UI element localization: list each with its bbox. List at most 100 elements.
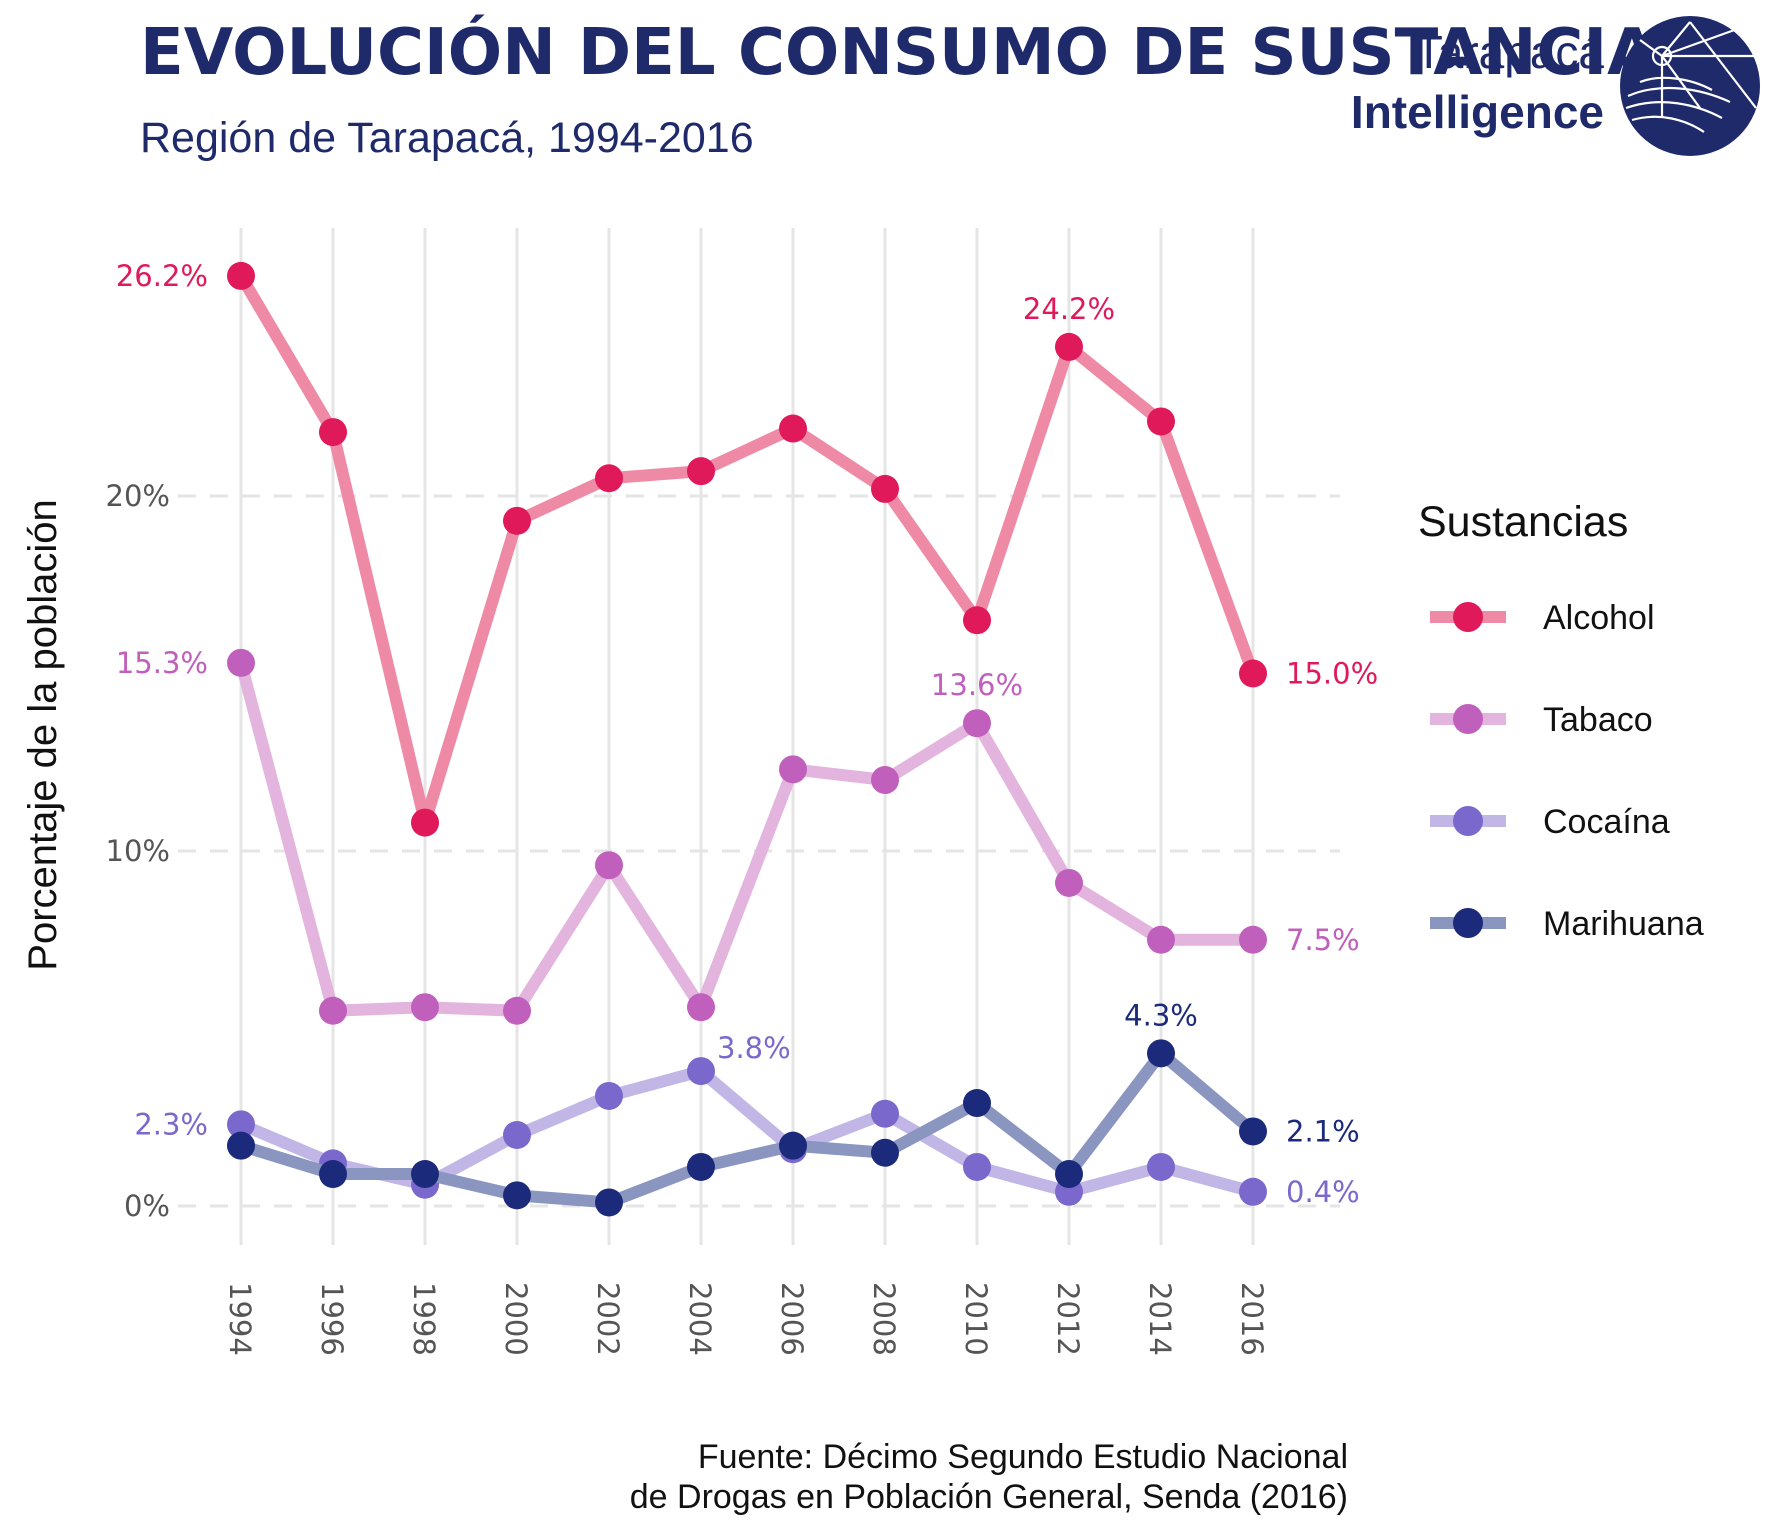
data-point: [963, 1089, 991, 1118]
legend-marker: [1453, 908, 1483, 938]
data-point: [319, 418, 347, 447]
data-point: [1239, 1177, 1267, 1206]
data-point: [687, 1152, 715, 1181]
data-point: [227, 1110, 255, 1139]
data-point: [595, 1188, 623, 1217]
source-line1: Fuente: Décimo Segundo Estudio Nacional: [698, 1438, 1348, 1476]
y-tick-label: 0%: [124, 1189, 170, 1223]
data-point: [595, 464, 623, 493]
legend: Sustancias Alcohol Tabaco Cocaína Marihuana: [1418, 498, 1704, 943]
data-point: [687, 457, 715, 486]
data-point: [411, 1160, 439, 1189]
data-point: [319, 1160, 347, 1189]
data-point: [1239, 1117, 1267, 1146]
series-tabaco: [227, 648, 1267, 1025]
grid-lines: [178, 228, 1340, 1245]
x-tick-label: 2012: [1051, 1282, 1085, 1356]
series-marihuana: [227, 1039, 1267, 1217]
y-tick-label: 20%: [106, 479, 170, 513]
y-axis-label: Porcentaje de la población: [21, 499, 65, 970]
data-point: [1239, 659, 1267, 688]
brand-name-line1: Tarapacá: [1415, 26, 1605, 78]
data-point: [779, 1131, 807, 1160]
x-tick-label: 2006: [775, 1282, 809, 1356]
x-tick-label: 2004: [683, 1282, 717, 1356]
data-point: [871, 1138, 899, 1167]
series-layer: [227, 261, 1267, 1217]
data-point: [1055, 1160, 1083, 1189]
data-point: [1055, 868, 1083, 897]
series-line: [235, 269, 1259, 829]
x-tick-label: 2014: [1143, 1282, 1177, 1356]
data-point: [411, 808, 439, 837]
x-tick-label: 1996: [315, 1282, 349, 1356]
legend-item-cocaína: Cocaína: [1430, 803, 1670, 841]
legend-marker: [1453, 806, 1483, 836]
x-tick-label: 2010: [959, 1282, 993, 1356]
x-tick-label: 2002: [591, 1282, 625, 1356]
x-tick-label: 1994: [223, 1282, 257, 1356]
data-point: [319, 996, 347, 1025]
data-point: [503, 1121, 531, 1149]
series-line: [235, 656, 1259, 1017]
data-point: [1147, 407, 1175, 436]
data-point: [871, 474, 899, 503]
brand-name-line2: Intelligence: [1351, 86, 1604, 138]
data-label: 26.2%: [116, 259, 208, 293]
legend-label: Alcohol: [1543, 599, 1655, 637]
x-tick-label: 2016: [1235, 1282, 1269, 1356]
series-alcohol: [227, 261, 1267, 837]
data-point: [687, 993, 715, 1022]
data-label: 13.6%: [931, 668, 1023, 702]
chart-title: EVOLUCIÓN DEL CONSUMO DE SUSTANCIAS: [140, 14, 1703, 90]
data-point: [227, 1131, 255, 1160]
x-tick-label: 2000: [499, 1282, 533, 1356]
data-point: [779, 755, 807, 784]
data-point: [779, 414, 807, 443]
y-tick-label: 10%: [106, 834, 170, 868]
source-line2: de Drogas en Población General, Senda (2…: [630, 1478, 1348, 1516]
legend-item-alcohol: Alcohol: [1430, 599, 1655, 637]
data-point: [595, 1081, 623, 1110]
data-point: [227, 648, 255, 677]
series-line: [235, 1047, 1259, 1209]
data-point: [1055, 332, 1083, 361]
legend-item-tabaco: Tabaco: [1430, 701, 1653, 739]
legend-label: Tabaco: [1543, 701, 1653, 739]
data-label: 15.0%: [1286, 657, 1378, 691]
data-point: [963, 1152, 991, 1181]
data-point: [687, 1057, 715, 1086]
data-point: [503, 996, 531, 1025]
data-label: 24.2%: [1023, 292, 1115, 326]
brand-logo: Tarapacá Intelligence: [1351, 16, 1760, 156]
data-point: [1147, 1152, 1175, 1181]
data-point: [595, 851, 623, 880]
legend-label: Cocaína: [1543, 803, 1670, 841]
data-label: 4.3%: [1124, 998, 1198, 1032]
data-point: [963, 606, 991, 635]
data-point: [871, 766, 899, 794]
legend-marker: [1453, 602, 1483, 632]
data-point: [1147, 1039, 1175, 1068]
x-tick-label: 2008: [867, 1282, 901, 1356]
x-tick-label: 1998: [407, 1282, 441, 1356]
data-point: [503, 506, 531, 535]
data-label: 7.5%: [1286, 923, 1360, 957]
y-axis-ticks: 0% 10% 20%: [106, 479, 170, 1223]
series-cocaína: [227, 1057, 1267, 1206]
data-point: [227, 261, 255, 290]
chart-subtitle: Región de Tarapacá, 1994-2016: [140, 114, 754, 162]
x-axis-ticks: 1994 1996 1998 2000 2002 2004 2006 2008 2010 2012…: [223, 1282, 1269, 1356]
legend-title: Sustancias: [1418, 498, 1628, 546]
data-point: [1239, 925, 1267, 954]
data-point: [963, 709, 991, 738]
globe-lighthouse-icon: [1620, 16, 1760, 156]
data-label: 3.8%: [717, 1031, 791, 1065]
data-point: [1147, 925, 1175, 954]
data-label: 2.3%: [134, 1107, 208, 1141]
data-label: 0.4%: [1286, 1175, 1360, 1209]
data-label: 15.3%: [116, 646, 208, 680]
data-point: [503, 1181, 531, 1210]
legend-marker: [1453, 704, 1483, 734]
